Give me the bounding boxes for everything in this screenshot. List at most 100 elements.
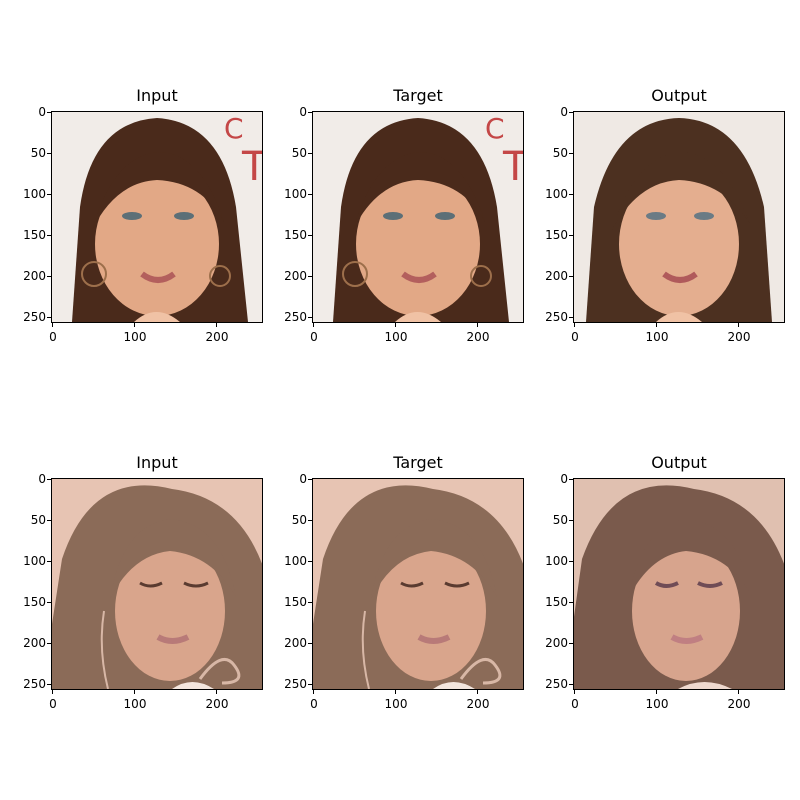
- xtick-label: 0: [571, 697, 579, 711]
- ytick-label: 250: [284, 677, 307, 691]
- ytick-mark: [569, 194, 573, 195]
- ytick-label: 0: [38, 472, 46, 486]
- xtick-mark: [574, 323, 575, 327]
- ytick-mark: [569, 235, 573, 236]
- ytick-label: 0: [560, 105, 568, 119]
- ytick-label: 50: [30, 513, 46, 527]
- xtick-mark: [134, 323, 135, 327]
- ytick-label: 100: [545, 554, 568, 568]
- ytick-mark: [308, 276, 312, 277]
- ytick-mark: [308, 317, 312, 318]
- ytick-mark: [308, 112, 312, 113]
- ytick-mark: [569, 643, 573, 644]
- ytick-label: 100: [23, 554, 46, 568]
- xtick-mark: [134, 690, 135, 694]
- face-image-brunette: [573, 111, 785, 323]
- xtick-mark: [738, 690, 739, 694]
- svg-text:T: T: [241, 144, 262, 190]
- xtick-mark: [656, 323, 657, 327]
- ytick-label: 100: [284, 554, 307, 568]
- panel-title: Target: [393, 453, 443, 472]
- ytick-label: 200: [23, 269, 46, 283]
- ytick-mark: [569, 153, 573, 154]
- xtick-mark: [216, 323, 217, 327]
- ytick-mark: [47, 643, 51, 644]
- ytick-mark: [569, 520, 573, 521]
- ytick-label: 200: [284, 269, 307, 283]
- ytick-label: 200: [23, 636, 46, 650]
- xtick-label: 0: [49, 697, 57, 711]
- panel-target-row1: Target C T: [312, 87, 524, 323]
- ytick-mark: [47, 112, 51, 113]
- ytick-mark: [308, 602, 312, 603]
- ytick-label: 150: [23, 228, 46, 242]
- xtick-label: 0: [310, 697, 318, 711]
- ytick-mark: [308, 194, 312, 195]
- xtick-label: 100: [384, 330, 408, 344]
- ytick-label: 250: [545, 310, 568, 324]
- xtick-mark: [216, 690, 217, 694]
- panel-target-row2: Target: [312, 454, 524, 690]
- face-image-brunette: C T: [51, 111, 263, 323]
- ytick-mark: [569, 602, 573, 603]
- xtick-label: 100: [645, 697, 669, 711]
- ytick-mark: [569, 684, 573, 685]
- ytick-label: 100: [23, 187, 46, 201]
- panel-title: Target: [393, 86, 443, 105]
- xtick-label: 200: [727, 330, 751, 344]
- ytick-label: 50: [30, 146, 46, 160]
- ytick-label: 250: [545, 677, 568, 691]
- xtick-label: 200: [205, 330, 229, 344]
- ytick-mark: [47, 194, 51, 195]
- xtick-label: 0: [571, 330, 579, 344]
- ytick-mark: [47, 479, 51, 480]
- ytick-label: 100: [545, 187, 568, 201]
- xtick-label: 200: [727, 697, 751, 711]
- xtick-label: 200: [466, 697, 490, 711]
- ytick-label: 200: [545, 636, 568, 650]
- svg-text:T: T: [502, 144, 523, 190]
- face-image-brunette: C T: [312, 111, 524, 323]
- panel-input-row1: Input C T: [51, 87, 263, 323]
- ytick-mark: [308, 643, 312, 644]
- ytick-label: 50: [552, 146, 568, 160]
- panel-title: Output: [651, 86, 707, 105]
- panel-output-row2: Output: [573, 454, 785, 690]
- face-image-blonde: [312, 478, 524, 690]
- ytick-label: 50: [291, 146, 307, 160]
- ytick-mark: [308, 684, 312, 685]
- ytick-label: 50: [552, 513, 568, 527]
- ytick-label: 150: [284, 595, 307, 609]
- xtick-mark: [52, 690, 53, 694]
- ytick-label: 0: [299, 105, 307, 119]
- ytick-mark: [47, 561, 51, 562]
- xtick-mark: [395, 323, 396, 327]
- ytick-label: 0: [560, 472, 568, 486]
- ytick-label: 150: [284, 228, 307, 242]
- ytick-label: 0: [38, 105, 46, 119]
- ytick-mark: [47, 602, 51, 603]
- ytick-mark: [47, 684, 51, 685]
- ytick-mark: [308, 479, 312, 480]
- xtick-label: 0: [310, 330, 318, 344]
- panel-title: Output: [651, 453, 707, 472]
- xtick-label: 200: [466, 330, 490, 344]
- panel-title: Input: [136, 86, 178, 105]
- panel-input-row2: Input: [51, 454, 263, 690]
- ytick-label: 250: [23, 677, 46, 691]
- xtick-mark: [52, 323, 53, 327]
- panel-output-row1: Output: [573, 87, 785, 323]
- xtick-label: 0: [49, 330, 57, 344]
- ytick-mark: [47, 276, 51, 277]
- ytick-label: 100: [284, 187, 307, 201]
- xtick-label: 100: [384, 697, 408, 711]
- ytick-label: 150: [545, 595, 568, 609]
- xtick-mark: [656, 690, 657, 694]
- ytick-label: 250: [284, 310, 307, 324]
- ytick-mark: [308, 235, 312, 236]
- panel-title: Input: [136, 453, 178, 472]
- svg-text:C: C: [485, 112, 505, 145]
- ytick-mark: [308, 153, 312, 154]
- xtick-mark: [313, 690, 314, 694]
- ytick-mark: [47, 235, 51, 236]
